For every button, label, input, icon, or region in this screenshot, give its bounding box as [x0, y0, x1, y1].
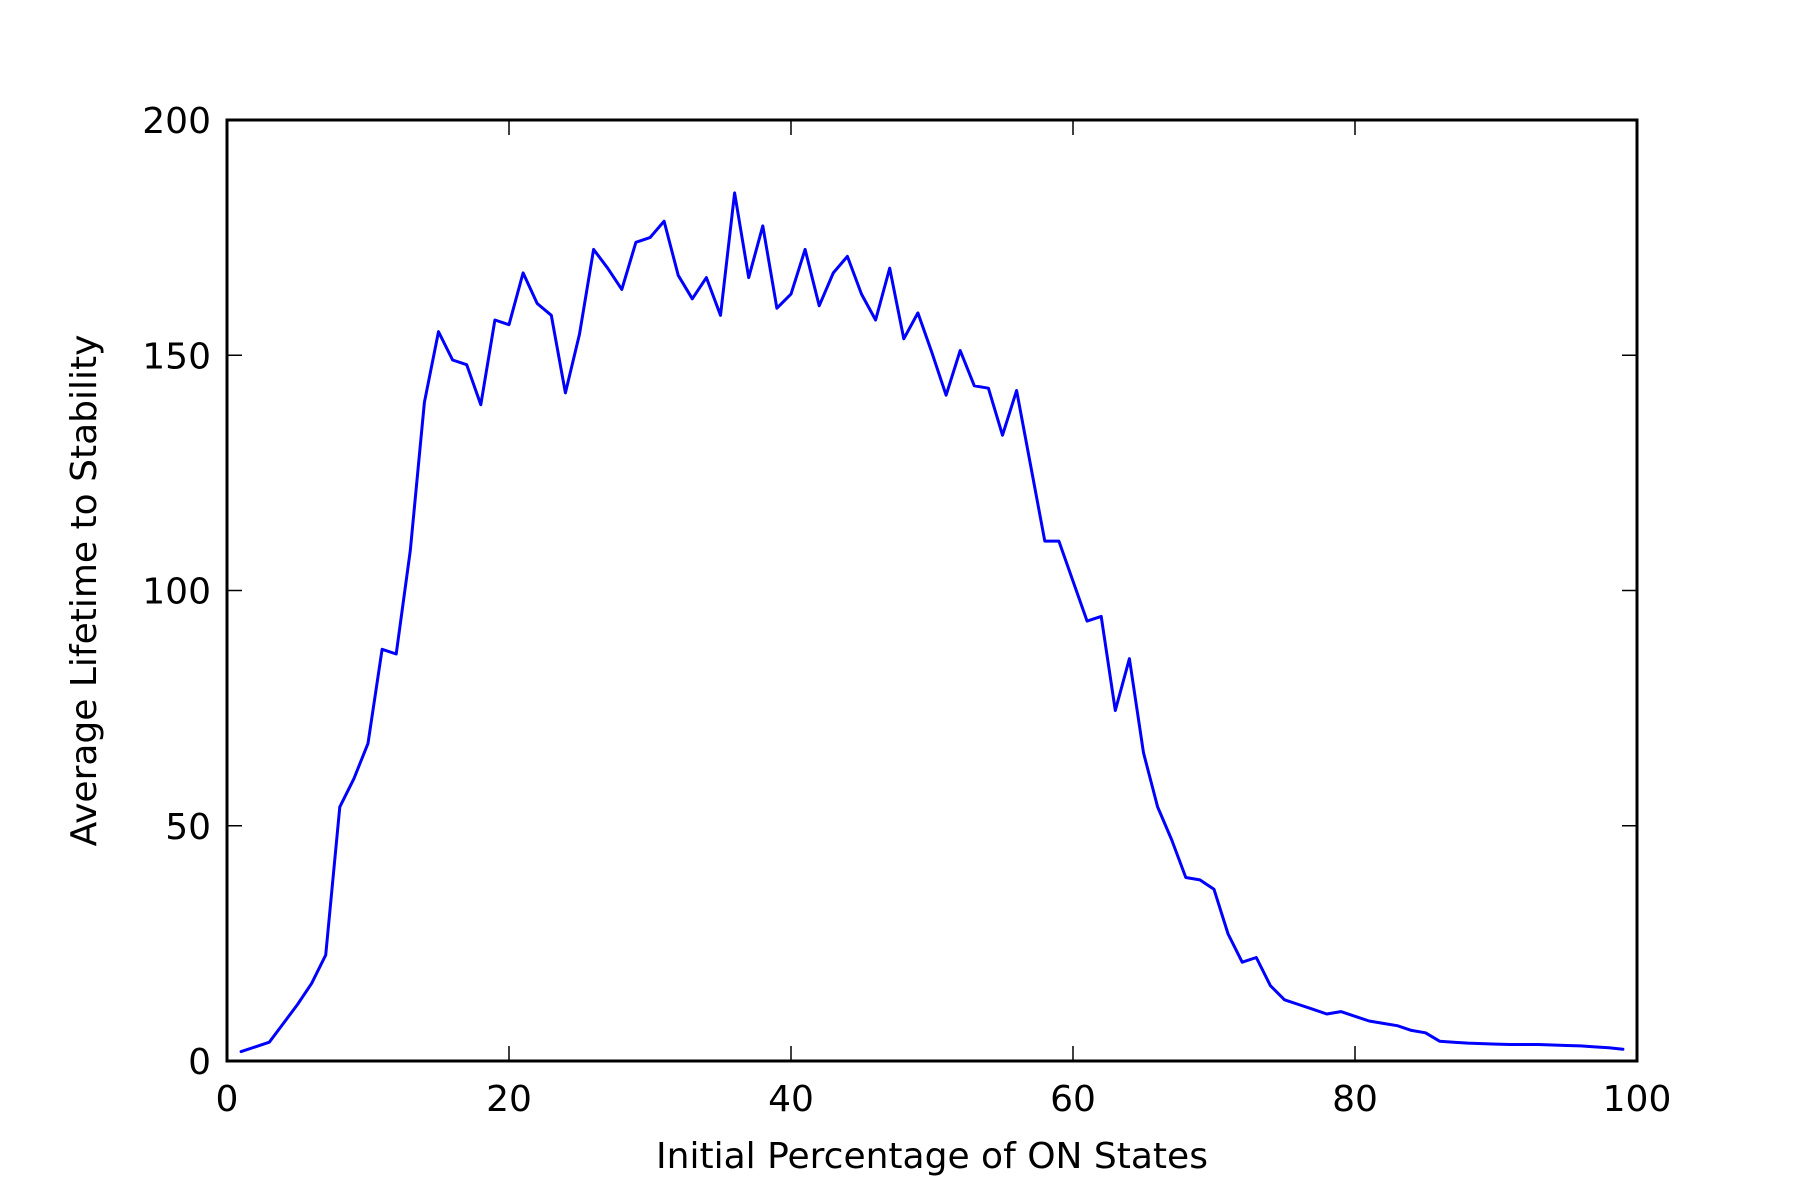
- y-tick-label: 50: [165, 807, 211, 848]
- series-line-0: [239, 191, 1625, 1054]
- y-tick-label: 100: [142, 572, 211, 613]
- x-tick-label: 60: [1050, 1079, 1096, 1120]
- y-tick-label: 200: [142, 101, 211, 142]
- labels-layer: 0 20 40 60 80 100 0 50 100 150 200: [142, 101, 1671, 1120]
- y-tick-label: 150: [142, 336, 211, 377]
- series-layer: [239, 191, 1625, 1054]
- x-tick-label: 80: [1332, 1079, 1378, 1120]
- x-axis-label: Initial Percentage of ON States: [656, 1136, 1208, 1177]
- x-tick-label: 100: [1603, 1079, 1672, 1120]
- plot-frame: [225, 118, 1639, 1063]
- x-tick-label: 0: [216, 1079, 239, 1120]
- y-tick-label: 0: [188, 1042, 211, 1083]
- y-axis-label: Average Lifetime to Stability: [64, 335, 105, 847]
- x-tick-label: 20: [486, 1079, 532, 1120]
- x-tick-label: 40: [768, 1079, 814, 1120]
